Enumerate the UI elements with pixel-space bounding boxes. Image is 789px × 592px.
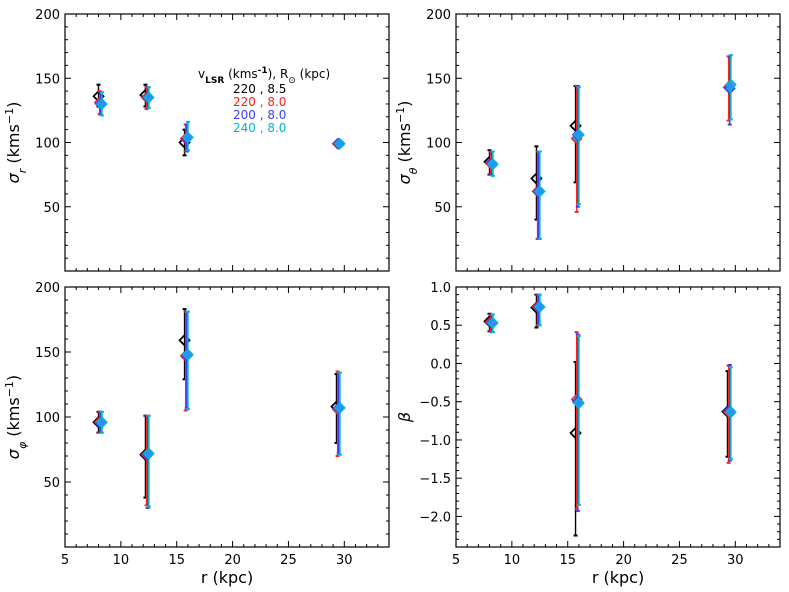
x-axis-label: r (kpc) (201, 568, 253, 587)
plot-frame (455, 13, 781, 272)
y-tick-label: 0.0 (430, 357, 451, 372)
y-tick-label: 100 (35, 137, 60, 152)
legend-title: vLSR (kms-1), R⊙ (kpc) (198, 66, 330, 86)
data-point-marker (572, 128, 585, 141)
series-220-8-5 (92, 308, 343, 499)
data-point-marker (486, 316, 499, 329)
panel-top-left: 50 100 150 200 (35, 8, 390, 272)
x-tick-label: 25 (671, 553, 688, 568)
x-tick-label: 25 (280, 553, 297, 568)
x-tick-label: 30 (336, 553, 353, 568)
y-tick-label: −2.0 (419, 510, 451, 525)
x-axis-label: r (kpc) (592, 568, 644, 587)
y-tick-label: 200 (35, 281, 60, 296)
series-240-8-0 (486, 54, 737, 240)
y-tick-label: 50 (43, 201, 60, 216)
data-point-marker (724, 406, 737, 419)
data-point-marker (486, 158, 499, 171)
series-200-8-0 (485, 293, 736, 513)
legend-entry: 220 , 8.5 (233, 82, 286, 96)
panel-bottom-left: 5 10 15 20 25 30 r (kpc) 50 100 150 200 (35, 281, 390, 587)
y-axis-label-text: β (395, 412, 414, 423)
series-200-8-0 (94, 86, 345, 153)
y-axis-label: σθ (kms−1) (394, 101, 420, 185)
y-tick-label: 100 (426, 137, 451, 152)
y-tick-label: 200 (426, 8, 451, 23)
series-240-8-0 (486, 293, 737, 506)
series-220-8-5 (483, 293, 734, 537)
x-tick-label: 15 (559, 553, 576, 568)
series-200-8-0 (485, 55, 736, 240)
y-axis-label-text: σφ (kms−1) (3, 375, 29, 459)
y-tick-label: 50 (43, 476, 60, 491)
x-tick-label: 15 (168, 553, 185, 568)
x-tick-label: 30 (727, 553, 744, 568)
data-point-marker (724, 78, 737, 91)
legend-entry: 240 , 8.0 (233, 121, 286, 135)
series-200-8-0 (94, 310, 345, 509)
legend-entry: 200 , 8.0 (233, 108, 286, 122)
data-point-marker (181, 348, 194, 361)
x-tick-label: 10 (504, 553, 521, 568)
y-tick-label: 100 (35, 411, 60, 426)
y-axis-label-text: σθ (kms−1) (394, 101, 420, 185)
y-tick-label: 200 (35, 8, 60, 23)
data-point-marker (572, 397, 585, 410)
legend-entry: 220 , 8.0 (233, 95, 286, 109)
x-tick-label: 20 (615, 553, 632, 568)
series-220-8-0 (93, 86, 344, 153)
x-tick-label: 10 (113, 553, 130, 568)
series-220-8-0 (484, 293, 735, 510)
y-tick-label: −1.5 (419, 472, 451, 487)
legend: vLSR (kms-1), R⊙ (kpc) 220 , 8.5 220 , 8… (198, 66, 330, 135)
y-axis-label: σr (kms−1) (3, 102, 29, 184)
data-point-marker (95, 416, 108, 429)
data-point-marker (142, 447, 155, 460)
series-240-8-0 (95, 86, 346, 152)
x-tick-label: 5 (61, 553, 69, 568)
series-220-8-0 (484, 55, 735, 240)
data-point-marker (533, 185, 546, 198)
series-240-8-0 (95, 310, 346, 508)
y-tick-label: 0.5 (430, 319, 451, 334)
data-point-marker (533, 300, 546, 313)
y-axis-label: σφ (kms−1) (3, 375, 29, 459)
y-axis-label: β (395, 412, 414, 423)
series-220-8-0 (93, 310, 344, 507)
x-tick-label: 20 (224, 553, 241, 568)
y-axis-label-text: σr (kms−1) (3, 102, 29, 184)
data-point-marker (95, 97, 108, 110)
data-point-marker (333, 401, 346, 414)
panel-top-right: 50 100 150 200 (426, 8, 781, 272)
y-tick-label: 150 (35, 346, 60, 361)
series-220-8-5 (483, 84, 582, 221)
y-tick-label: 150 (426, 72, 451, 87)
data-point-marker (333, 137, 346, 150)
y-tick-label: 150 (35, 72, 60, 87)
panel-bottom-right: 5 10 15 20 25 30 r (kpc) −2.0 −1.5 −1.0 −0.5 0.0 0.5… (419, 281, 781, 587)
y-tick-label: −1.0 (419, 434, 451, 449)
series-220-8-5 (92, 83, 191, 157)
data-point-marker (142, 91, 155, 104)
data-point-marker (181, 131, 194, 144)
y-tick-label: 50 (434, 201, 451, 216)
y-tick-label: 1.0 (430, 281, 451, 296)
x-tick-label: 5 (452, 553, 460, 568)
y-tick-label: −0.5 (419, 396, 451, 411)
